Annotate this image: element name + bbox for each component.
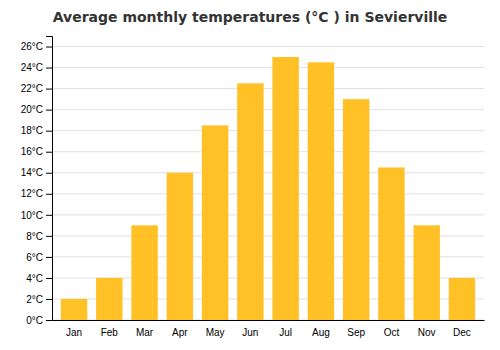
x-tick-label: May: [206, 327, 225, 338]
y-tick-mark: [46, 299, 52, 300]
y-tick-label: 22°C: [21, 83, 43, 94]
y-tick: 16°C: [21, 146, 52, 157]
bar: [96, 278, 122, 320]
y-tick-label: 0°C: [26, 315, 43, 326]
x-tick: Sep: [347, 327, 365, 338]
x-axis: Jan Feb Mar Apr May Jun Jul Aug Sep Oct Nov Dec: [53, 321, 485, 339]
y-tick-label: 16°C: [21, 146, 43, 157]
bar: [237, 83, 263, 320]
x-tick: Feb: [101, 327, 119, 338]
x-tick-label: Jun: [242, 327, 258, 338]
y-tick-mark: [46, 173, 52, 174]
y-tick-mark: [46, 194, 52, 195]
y-axis-line: [46, 37, 53, 321]
x-tick: May: [206, 327, 225, 338]
x-axis-line: [53, 320, 485, 321]
y-tick: 0°C: [26, 315, 52, 326]
y-tick: 26°C: [21, 41, 52, 52]
x-tick-label: Nov: [418, 327, 436, 338]
y-tick: 22°C: [21, 83, 52, 94]
x-tick-label: Mar: [136, 327, 154, 338]
grid-line: [52, 67, 484, 68]
bar: [413, 225, 439, 320]
y-tick: 2°C: [26, 294, 52, 305]
x-tick: Jul: [279, 327, 292, 338]
x-tick: Mar: [136, 327, 154, 338]
y-tick-mark: [46, 110, 52, 111]
grid-line: [52, 151, 484, 152]
x-tick-label: Jul: [279, 327, 292, 338]
y-tick-label: 24°C: [21, 62, 43, 73]
y-tick-label: 6°C: [26, 252, 43, 263]
grid-line: [52, 214, 484, 215]
grid-line: [52, 172, 484, 173]
x-tick: Oct: [384, 327, 400, 338]
x-tick: Jan: [66, 327, 82, 338]
bar: [61, 299, 87, 320]
y-tick-label: 10°C: [21, 210, 43, 221]
y-tick-label: 12°C: [21, 188, 43, 199]
bar: [308, 62, 334, 320]
y-tick-mark: [46, 68, 52, 69]
y-tick-label: 14°C: [21, 167, 43, 178]
grid-line: [52, 193, 484, 194]
bar: [167, 173, 193, 320]
plot: 0°C 2°C 4°C 6°C 8°C 10°C 12°C 14°C 16°C 18°C 20°C 2…: [21, 37, 485, 339]
y-tick-mark: [46, 257, 52, 258]
grid-line: [52, 88, 484, 89]
bar: [272, 57, 298, 320]
y-tick: 18°C: [21, 125, 52, 136]
y-tick-label: 18°C: [21, 125, 43, 136]
y-axis: 0°C 2°C 4°C 6°C 8°C 10°C 12°C 14°C 16°C 18°C 20°C 2…: [21, 37, 53, 326]
grid-line: [52, 46, 484, 47]
x-tick-label: Apr: [172, 327, 188, 338]
y-tick-label: 8°C: [26, 231, 43, 242]
bars: [61, 57, 475, 320]
x-tick-label: Jan: [66, 327, 82, 338]
y-tick: 24°C: [21, 62, 52, 73]
y-tick: 12°C: [21, 188, 52, 199]
x-tick: Nov: [418, 327, 436, 338]
y-tick-label: 20°C: [21, 104, 43, 115]
x-tick: Dec: [453, 327, 471, 338]
x-tick-label: Oct: [384, 327, 400, 338]
y-tick-mark: [46, 47, 52, 48]
y-tick-mark: [46, 320, 52, 321]
bar: [202, 125, 228, 320]
grid-line: [52, 130, 484, 131]
x-tick-label: Sep: [347, 327, 365, 338]
y-tick: 14°C: [21, 167, 52, 178]
y-tick: 8°C: [26, 231, 52, 242]
y-tick-mark: [46, 236, 52, 237]
y-tick: 6°C: [26, 252, 52, 263]
y-tick-mark: [46, 278, 52, 279]
grid-line: [52, 109, 484, 110]
x-tick: Aug: [312, 327, 330, 338]
bar: [343, 99, 369, 320]
y-tick-mark: [46, 131, 52, 132]
bar: [449, 278, 475, 320]
y-tick-label: 2°C: [26, 294, 43, 305]
y-tick-label: 26°C: [21, 41, 43, 52]
x-tick-label: Dec: [453, 327, 471, 338]
bar: [131, 225, 157, 320]
y-tick: 10°C: [21, 210, 52, 221]
y-tick-mark: [46, 152, 52, 153]
x-tick-label: Aug: [312, 327, 330, 338]
y-tick-mark: [46, 215, 52, 216]
grid: [52, 47, 484, 320]
y-tick-mark: [46, 89, 52, 90]
y-tick-label: 4°C: [26, 273, 43, 284]
chart: 0°C 2°C 4°C 6°C 8°C 10°C 12°C 14°C 16°C 18°C 20°C 2…: [0, 0, 500, 350]
y-tick: 20°C: [21, 104, 52, 115]
x-tick: Apr: [172, 327, 188, 338]
title: Average monthly temperatures (°C ) in Se…: [53, 9, 448, 25]
bar: [378, 167, 404, 320]
y-tick: 4°C: [26, 273, 52, 284]
x-tick: Jun: [242, 327, 258, 338]
x-tick-label: Feb: [101, 327, 119, 338]
